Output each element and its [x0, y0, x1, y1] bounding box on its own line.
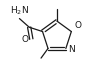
Text: N: N	[69, 45, 75, 54]
Text: O: O	[74, 21, 81, 30]
Text: H$_2$N: H$_2$N	[10, 4, 29, 17]
Text: O: O	[21, 35, 28, 44]
